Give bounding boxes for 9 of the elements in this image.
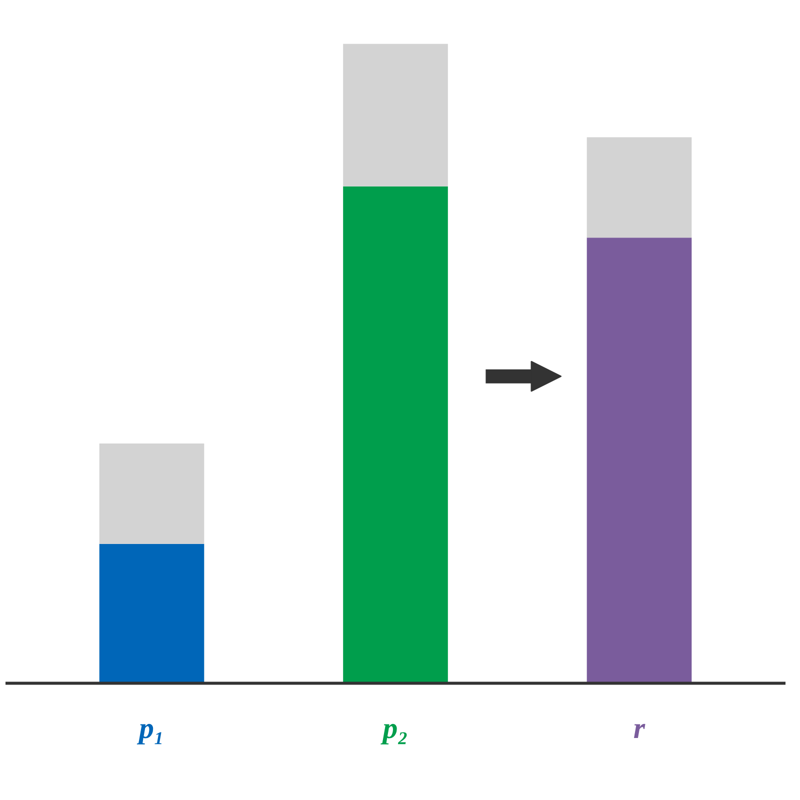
- bar: [586, 238, 692, 684]
- bar: [343, 44, 448, 186]
- x-tick-label: r: [633, 712, 646, 745]
- bar: [343, 186, 448, 684]
- x-tick-label: p₂: [380, 712, 408, 745]
- bar: [99, 544, 204, 684]
- bar: [586, 137, 692, 238]
- x-tick-label: p₁: [136, 712, 164, 745]
- bar: [99, 443, 204, 544]
